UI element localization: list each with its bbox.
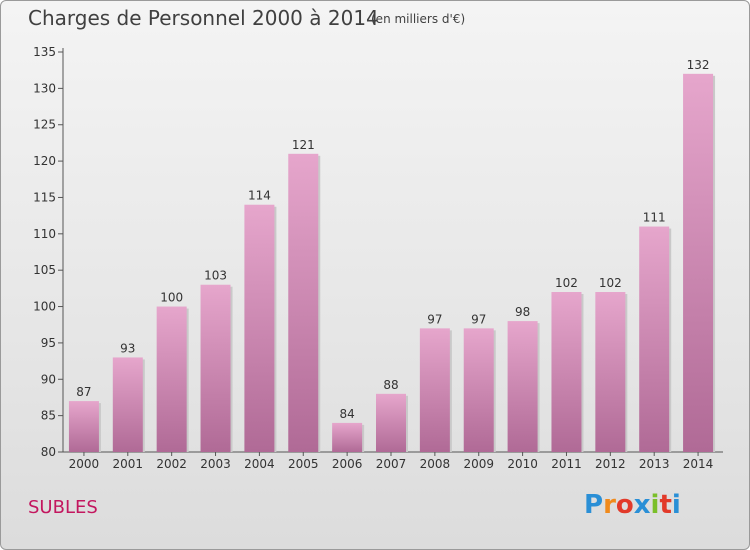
logo-letter: x bbox=[633, 490, 651, 520]
bar-value-label: 103 bbox=[204, 269, 227, 283]
bar-value-label: 102 bbox=[555, 276, 578, 290]
logo-letter: t bbox=[659, 490, 672, 520]
bar-value-label: 97 bbox=[471, 312, 486, 326]
y-tick-label: 90 bbox=[41, 372, 56, 386]
x-tick-label: 2002 bbox=[156, 457, 187, 471]
bar-value-label: 114 bbox=[248, 189, 271, 203]
x-tick-label: 2000 bbox=[69, 457, 100, 471]
bar bbox=[551, 292, 582, 452]
place-name: SUBLES bbox=[28, 497, 98, 518]
x-tick-label: 2003 bbox=[200, 457, 231, 471]
bar bbox=[156, 306, 187, 452]
logo-letter: o bbox=[615, 490, 634, 520]
chart-subtitle: (en milliers d'€) bbox=[371, 12, 466, 26]
y-tick-label: 135 bbox=[33, 45, 56, 59]
bar bbox=[200, 284, 231, 452]
bar-value-label: 132 bbox=[687, 58, 710, 72]
bar bbox=[639, 226, 670, 452]
y-tick-label: 130 bbox=[33, 81, 56, 95]
x-tick-label: 2005 bbox=[288, 457, 319, 471]
bar bbox=[376, 393, 406, 452]
bar bbox=[244, 204, 275, 452]
bar bbox=[463, 328, 494, 452]
x-tick-label: 2001 bbox=[113, 457, 144, 471]
y-tick-label: 95 bbox=[41, 336, 56, 350]
bar-value-label: 111 bbox=[643, 211, 666, 225]
x-tick-label: 2007 bbox=[376, 457, 407, 471]
bar bbox=[507, 321, 538, 452]
y-tick-label: 85 bbox=[41, 409, 56, 423]
x-tick-label: 2014 bbox=[683, 457, 714, 471]
x-tick-label: 2009 bbox=[463, 457, 494, 471]
x-tick-label: 2006 bbox=[332, 457, 363, 471]
x-tick-label: 2004 bbox=[244, 457, 275, 471]
y-tick-label: 115 bbox=[33, 190, 56, 204]
logo-letter: r bbox=[603, 490, 616, 520]
bar-value-label: 100 bbox=[160, 291, 183, 305]
bar bbox=[419, 328, 450, 452]
bar bbox=[288, 153, 319, 452]
y-tick-label: 80 bbox=[41, 445, 56, 459]
bar-value-label: 87 bbox=[76, 385, 91, 399]
bar bbox=[68, 401, 99, 452]
bar bbox=[332, 422, 363, 452]
x-tick-label: 2013 bbox=[639, 457, 670, 471]
y-tick-label: 105 bbox=[33, 263, 56, 277]
bar-value-label: 121 bbox=[292, 138, 315, 152]
y-tick-label: 125 bbox=[33, 118, 56, 132]
bar-value-label: 84 bbox=[339, 407, 354, 421]
x-tick-label: 2012 bbox=[595, 457, 626, 471]
bar-value-label: 102 bbox=[599, 276, 622, 290]
x-tick-label: 2011 bbox=[551, 457, 582, 471]
y-tick-label: 110 bbox=[33, 227, 56, 241]
x-tick-label: 2008 bbox=[420, 457, 451, 471]
bar-value-label: 93 bbox=[120, 341, 135, 355]
bar bbox=[595, 292, 626, 452]
bar-value-label: 88 bbox=[383, 378, 398, 392]
logo-letter: P bbox=[584, 490, 604, 520]
bar-value-label: 97 bbox=[427, 312, 442, 326]
bar bbox=[683, 73, 714, 453]
bar bbox=[112, 357, 143, 452]
x-tick-label: 2010 bbox=[507, 457, 538, 471]
logo-letter: i bbox=[650, 490, 660, 520]
bar-value-label: 98 bbox=[515, 305, 530, 319]
chart-title: Charges de Personnel 2000 à 2014 bbox=[28, 6, 379, 30]
logo-letter: i bbox=[671, 490, 681, 520]
y-tick-label: 120 bbox=[33, 154, 56, 168]
y-tick-label: 100 bbox=[33, 300, 56, 314]
proxiti-logo[interactable]: Proxiti bbox=[584, 490, 681, 520]
